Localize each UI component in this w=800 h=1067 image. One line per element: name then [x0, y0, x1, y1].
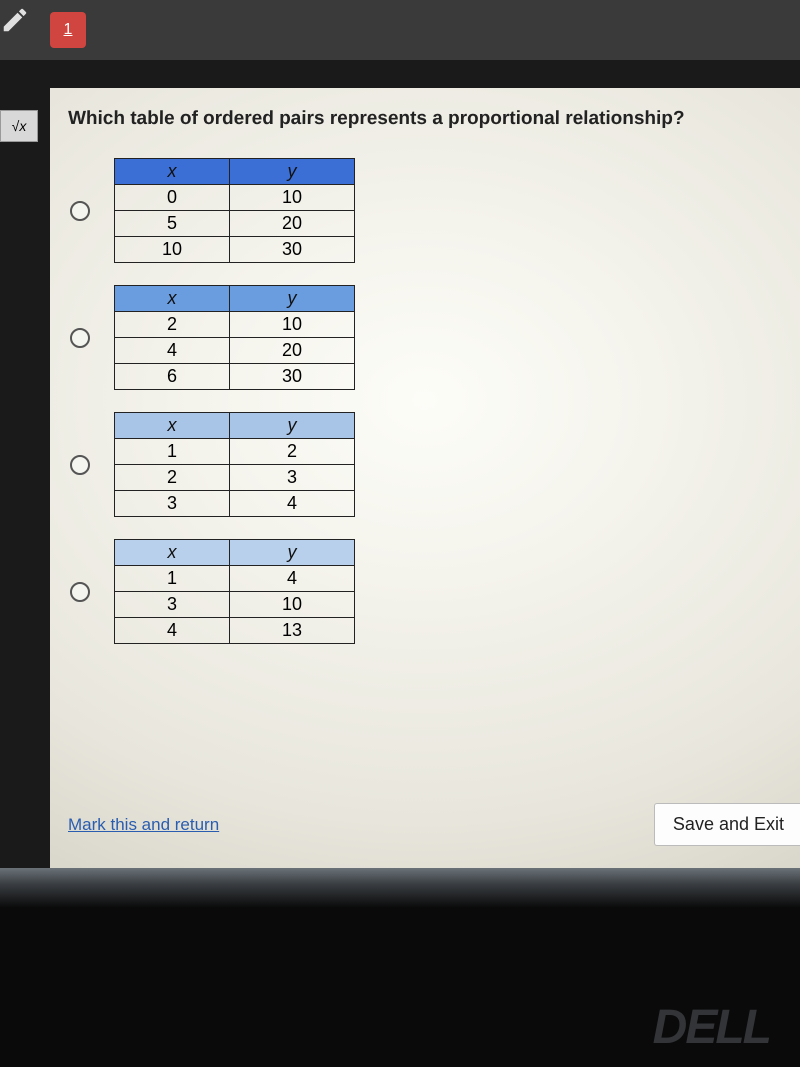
table-header-y: y [230, 286, 355, 312]
cell-y: 30 [230, 364, 355, 390]
cell-x: 10 [115, 237, 230, 263]
tab-number-label: 1 [64, 21, 73, 39]
cell-y: 4 [230, 491, 355, 517]
option-row-3: xy14310413 [70, 539, 782, 644]
table-header-y: y [230, 413, 355, 439]
radio-option-1[interactable] [70, 328, 90, 348]
table-row: 413 [115, 618, 355, 644]
cell-x: 6 [115, 364, 230, 390]
table-header-x: x [115, 413, 230, 439]
math-tool-label: √x [12, 118, 27, 134]
xy-table-3: xy14310413 [114, 539, 355, 644]
cell-x: 4 [115, 618, 230, 644]
cell-y: 30 [230, 237, 355, 263]
cell-y: 4 [230, 566, 355, 592]
radio-option-0[interactable] [70, 201, 90, 221]
dell-logo: DELL [653, 1000, 770, 1055]
table-row: 12 [115, 439, 355, 465]
top-toolbar: 1 [0, 0, 800, 60]
question-tab-1[interactable]: 1 [50, 12, 86, 48]
table-header-x: x [115, 286, 230, 312]
cell-y: 20 [230, 338, 355, 364]
cell-y: 10 [230, 312, 355, 338]
monitor-bezel: DELL [0, 868, 800, 1067]
table-header-x: x [115, 540, 230, 566]
question-panel: Which table of ordered pairs represents … [50, 88, 800, 868]
option-row-0: xy0105201030 [70, 158, 782, 263]
table-header-y: y [230, 159, 355, 185]
cell-x: 4 [115, 338, 230, 364]
table-row: 010 [115, 185, 355, 211]
cell-y: 10 [230, 592, 355, 618]
xy-table-1: xy210420630 [114, 285, 355, 390]
cell-x: 0 [115, 185, 230, 211]
table-header-x: x [115, 159, 230, 185]
cell-x: 3 [115, 491, 230, 517]
table-header-y: y [230, 540, 355, 566]
question-text: Which table of ordered pairs represents … [68, 108, 782, 130]
save-exit-button[interactable]: Save and Exit [654, 803, 800, 846]
table-row: 520 [115, 211, 355, 237]
table-row: 14 [115, 566, 355, 592]
radio-option-2[interactable] [70, 455, 90, 475]
options-container: xy0105201030xy210420630xy122334xy1431041… [68, 158, 782, 644]
cell-y: 13 [230, 618, 355, 644]
table-row: 210 [115, 312, 355, 338]
cell-x: 2 [115, 312, 230, 338]
table-row: 420 [115, 338, 355, 364]
table-row: 630 [115, 364, 355, 390]
cell-y: 3 [230, 465, 355, 491]
cell-y: 10 [230, 185, 355, 211]
cell-y: 2 [230, 439, 355, 465]
cell-x: 2 [115, 465, 230, 491]
table-row: 310 [115, 592, 355, 618]
cell-x: 1 [115, 439, 230, 465]
cell-x: 3 [115, 592, 230, 618]
cell-y: 20 [230, 211, 355, 237]
mark-return-link[interactable]: Mark this and return [68, 815, 219, 835]
cell-x: 5 [115, 211, 230, 237]
option-row-2: xy122334 [70, 412, 782, 517]
pencil-icon [0, 5, 30, 35]
table-row: 34 [115, 491, 355, 517]
cell-x: 1 [115, 566, 230, 592]
table-row: 1030 [115, 237, 355, 263]
option-row-1: xy210420630 [70, 285, 782, 390]
table-row: 23 [115, 465, 355, 491]
footer-row: Mark this and return Save and Exit [68, 803, 800, 846]
xy-table-0: xy0105201030 [114, 158, 355, 263]
math-tool-button[interactable]: √x [0, 110, 38, 142]
radio-option-3[interactable] [70, 582, 90, 602]
xy-table-2: xy122334 [114, 412, 355, 517]
